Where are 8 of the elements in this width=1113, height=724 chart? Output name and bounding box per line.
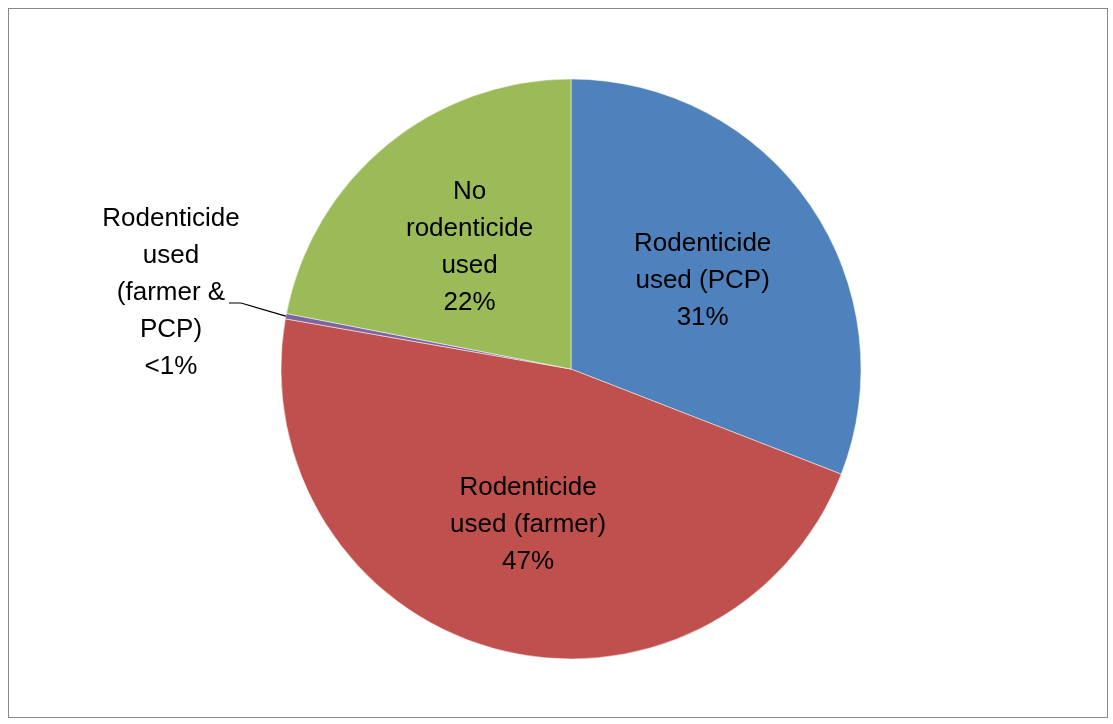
slice-label: No rodenticide used	[405, 175, 534, 280]
slice-label: Rodenticide used (farmer & PCP)	[102, 202, 240, 343]
slice-label: Rodenticide used (PCP)	[634, 226, 772, 294]
data-label: 47%	[502, 544, 555, 575]
data-label: <1%	[144, 350, 198, 380]
slice-label: Rodenticide used (farmer)	[450, 470, 607, 538]
data-label: 22%	[443, 286, 496, 317]
data-label: 31%	[676, 300, 729, 331]
